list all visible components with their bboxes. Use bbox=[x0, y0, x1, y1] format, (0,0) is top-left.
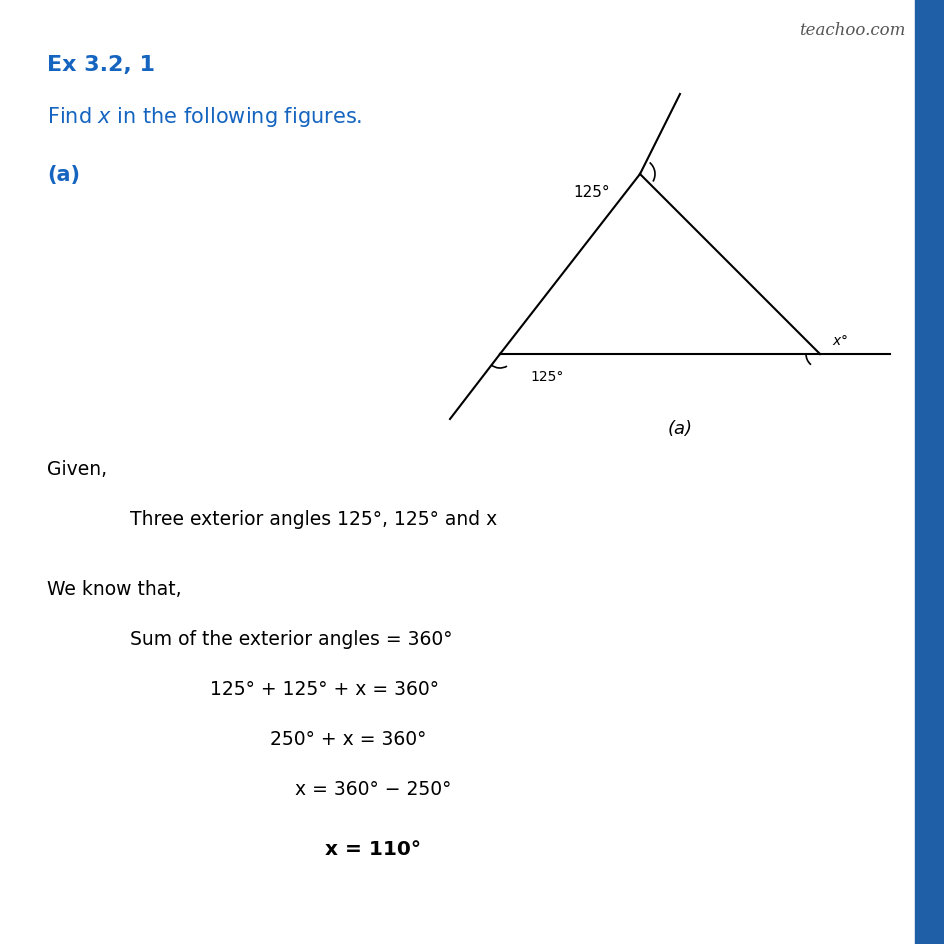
Text: Sum of the exterior angles = 360°: Sum of the exterior angles = 360° bbox=[130, 630, 452, 649]
Text: (a): (a) bbox=[47, 165, 80, 185]
Text: x = 110°: x = 110° bbox=[325, 839, 421, 858]
Bar bbox=[914, 0, 944, 944]
Text: 250° + x = 360°: 250° + x = 360° bbox=[270, 729, 426, 749]
Text: Ex 3.2, 1: Ex 3.2, 1 bbox=[47, 55, 155, 75]
Text: (a): (a) bbox=[666, 419, 692, 437]
Text: 125°: 125° bbox=[573, 185, 610, 200]
Text: Given,: Given, bbox=[47, 460, 107, 479]
Text: Find $\it{x}$ in the following figures.: Find $\it{x}$ in the following figures. bbox=[47, 105, 362, 129]
Text: 125° + 125° + x = 360°: 125° + 125° + x = 360° bbox=[210, 680, 439, 699]
Text: $x°$: $x°$ bbox=[831, 333, 848, 347]
Text: 125°: 125° bbox=[530, 370, 563, 383]
Text: Three exterior angles 125°, 125° and x: Three exterior angles 125°, 125° and x bbox=[130, 510, 497, 529]
Text: teachoo.com: teachoo.com bbox=[798, 22, 904, 39]
Text: x = 360° − 250°: x = 360° − 250° bbox=[295, 779, 451, 799]
Text: We know that,: We know that, bbox=[47, 580, 181, 598]
